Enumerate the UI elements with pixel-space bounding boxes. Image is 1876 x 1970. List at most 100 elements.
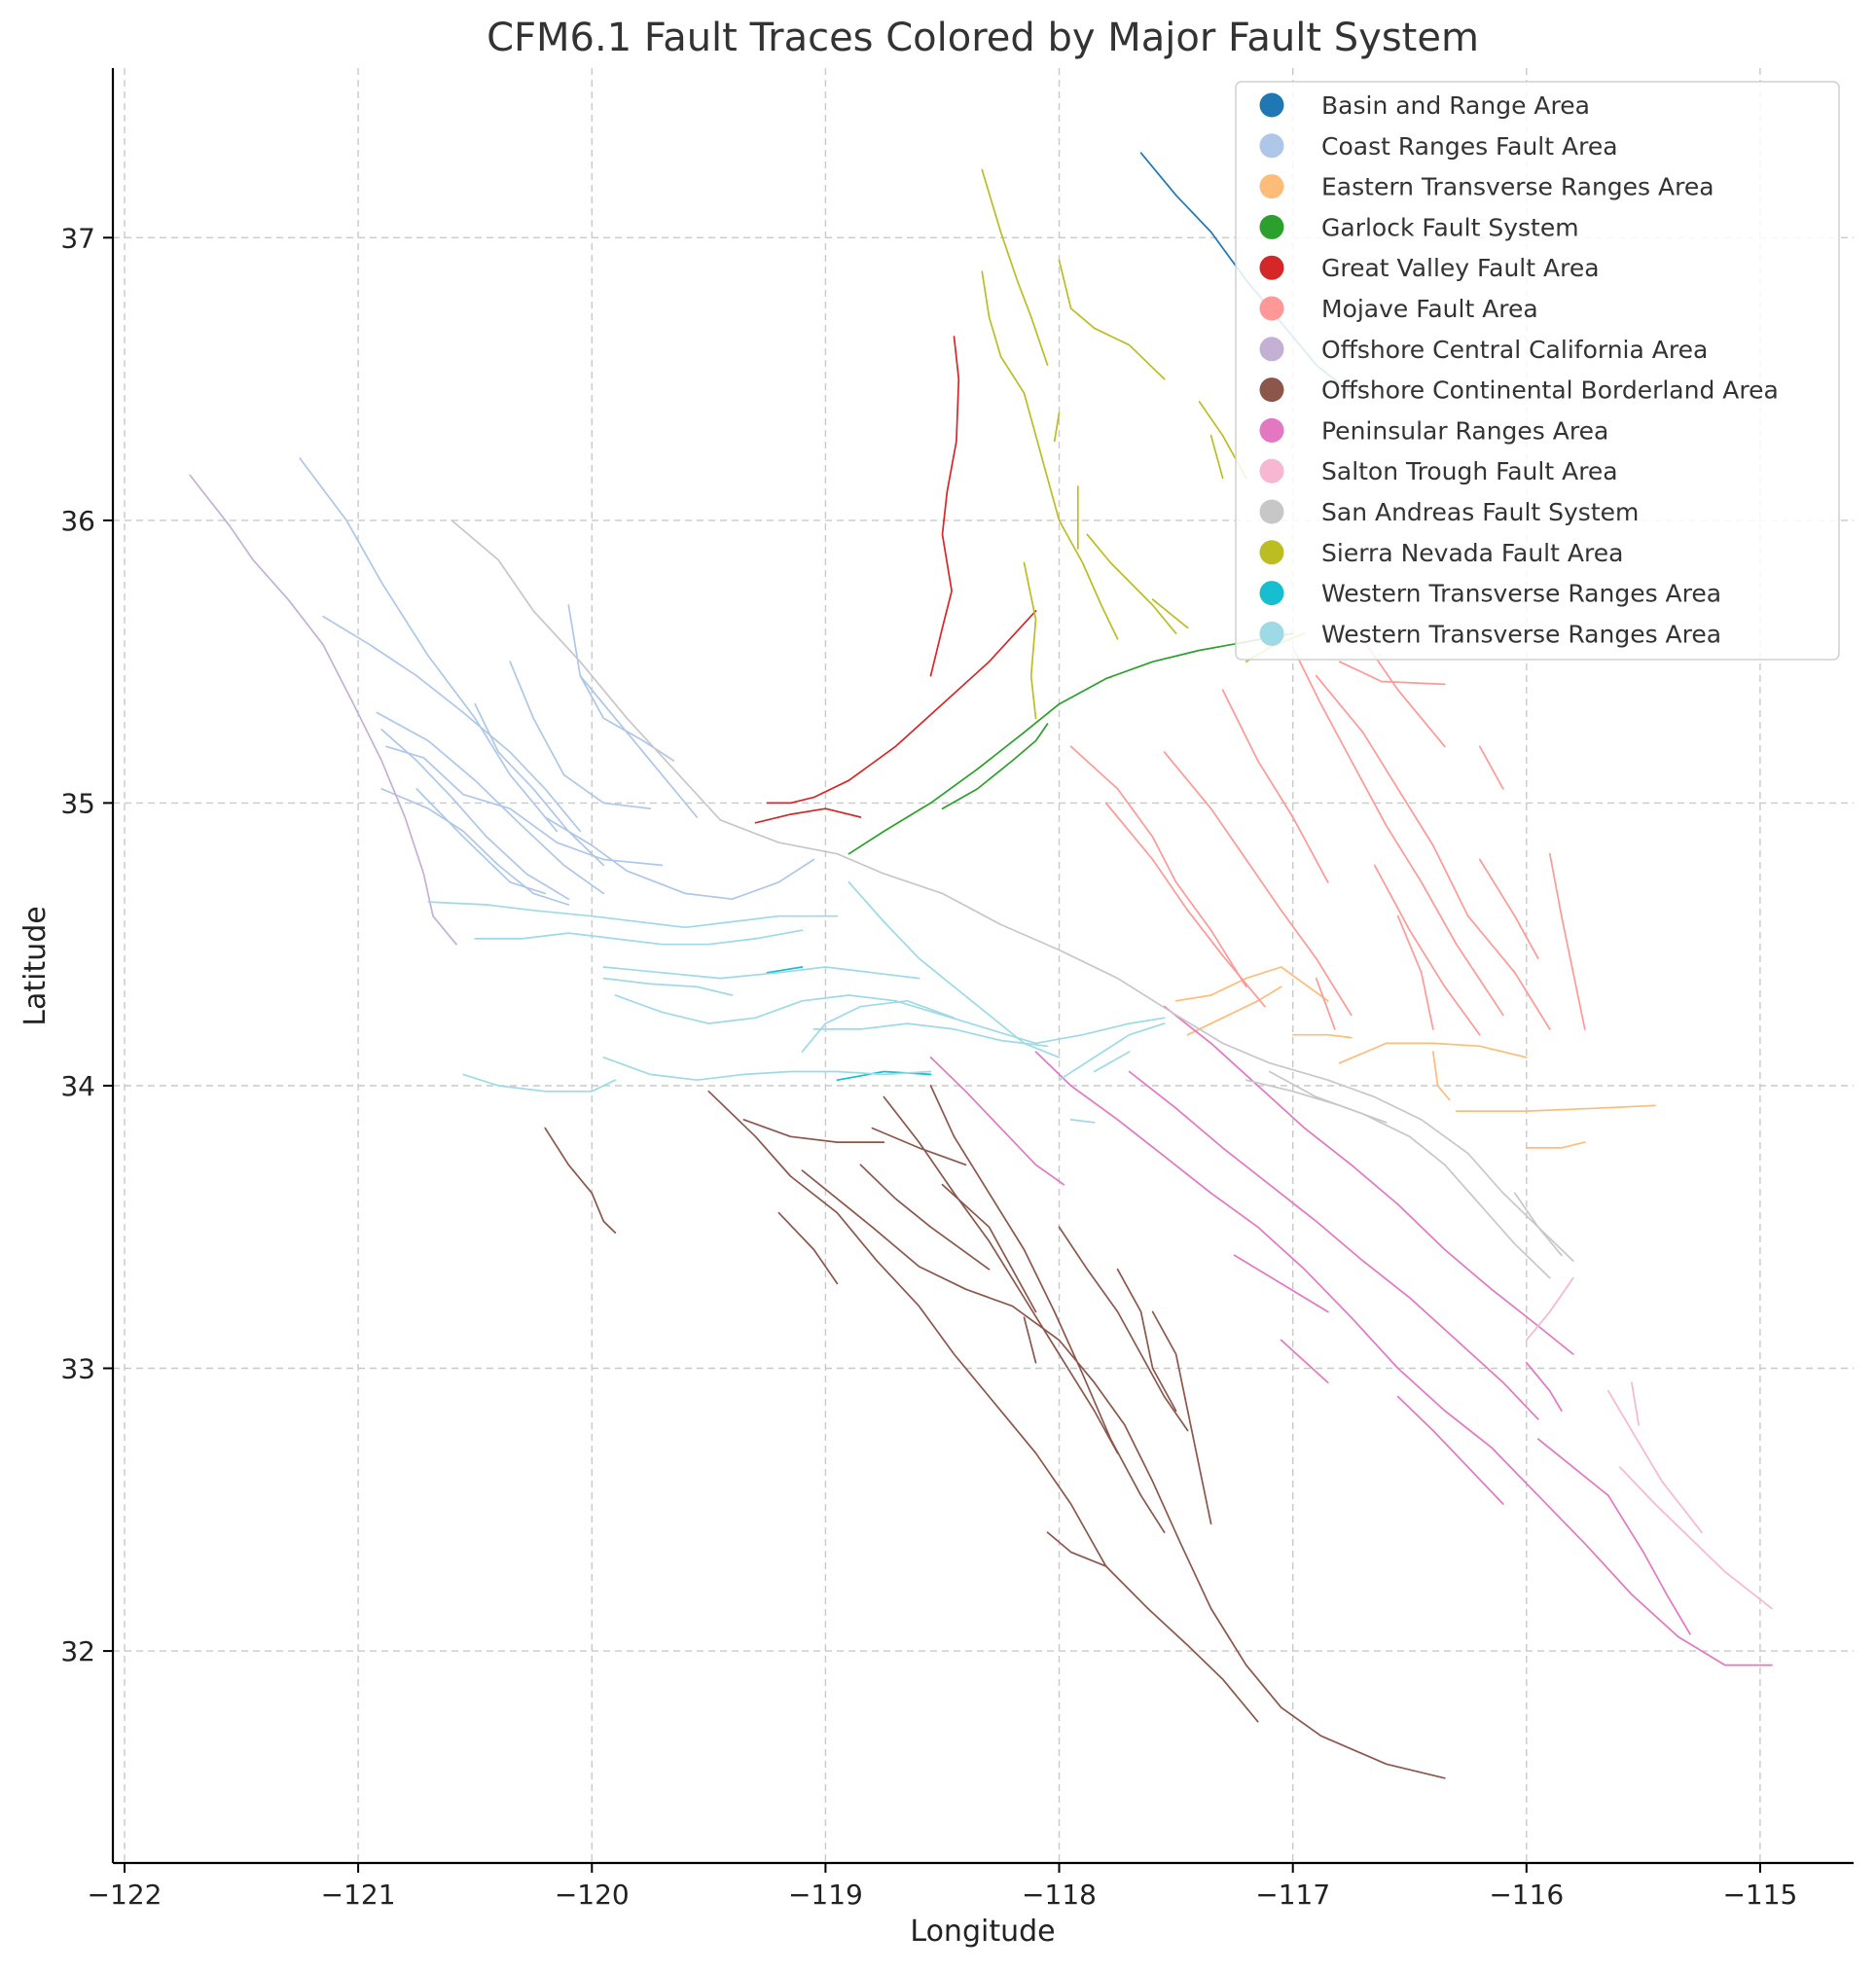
chart-title: CFM6.1 Fault Traces Colored by Major Fau… — [487, 16, 1479, 60]
fault-trace — [1338, 1042, 1528, 1064]
fault-trace — [1525, 1361, 1563, 1412]
fault-trace — [1053, 412, 1061, 443]
fault-trace — [1619, 1466, 1773, 1610]
series-group — [451, 519, 1574, 1279]
fault-trace — [474, 929, 804, 946]
fault-trace — [929, 1057, 1065, 1186]
x-axis-label: Longitude — [910, 1915, 1055, 1949]
legend-label: Offshore Central California Area — [1321, 336, 1708, 364]
fault-trace — [777, 1211, 839, 1285]
fault-trace — [1116, 1268, 1177, 1412]
tick-layer: −122 −121 −120 −119 −118 −117 −116 −115 32 33 34 35… — [60, 222, 1797, 1911]
y-tick-label: 35 — [60, 787, 95, 819]
fault-trace — [602, 966, 920, 980]
fault-trace — [1291, 646, 1504, 1017]
fault-trace — [1221, 689, 1329, 883]
fault-trace — [1548, 852, 1586, 1030]
legend-label: Eastern Transverse Ranges Area — [1321, 173, 1714, 201]
legend-label: Peninsular Ranges Area — [1321, 416, 1608, 445]
fault-trace — [614, 994, 1166, 1045]
fault-trace — [766, 610, 1037, 805]
fault-trace — [1315, 977, 1336, 1030]
fault-trace — [376, 711, 605, 895]
fault-trace — [415, 788, 547, 895]
fault-trace — [941, 723, 1049, 810]
series-group — [544, 1085, 1446, 1779]
fault-trace — [1315, 674, 1551, 1030]
fault-trace — [1245, 1079, 1388, 1124]
fault-trace — [1069, 745, 1247, 988]
legend-box — [1235, 81, 1840, 661]
fault-trace — [1478, 858, 1539, 960]
fault-trace — [1058, 259, 1166, 380]
fault-trace — [859, 1164, 991, 1271]
fault-trace — [871, 1127, 967, 1166]
fault-trace — [322, 615, 582, 833]
fault-trace — [1233, 1254, 1329, 1313]
fault-trace — [189, 474, 457, 946]
legend-marker — [1259, 214, 1284, 239]
plot-traces — [189, 152, 1773, 1779]
y-tick-label: 36 — [60, 505, 95, 537]
fault-trace — [1163, 751, 1353, 1017]
fault-trace — [544, 816, 815, 901]
fault-trace — [1093, 1051, 1131, 1073]
series-group — [189, 474, 457, 946]
fault-trace — [707, 1090, 1259, 1723]
fault-trace — [754, 807, 862, 824]
fault-trace — [380, 788, 570, 906]
fault-trace — [981, 270, 1119, 640]
fault-trace — [1513, 1192, 1563, 1257]
legend-label: Coast Ranges Fault Area — [1321, 132, 1618, 161]
fault-trace — [941, 1183, 1037, 1313]
fault-trace — [602, 1057, 932, 1082]
fault-trace — [299, 457, 559, 833]
fault-trace — [1280, 1339, 1329, 1383]
fault-trace — [1268, 1070, 1551, 1279]
series-group — [1174, 966, 1656, 1149]
y-tick-label: 37 — [60, 222, 95, 254]
fault-trace — [1174, 966, 1329, 1002]
fault-trace — [836, 1070, 932, 1082]
series-group — [427, 880, 1166, 1124]
axes — [111, 68, 1854, 1865]
legend-label: San Andreas Fault System — [1321, 498, 1639, 526]
legend-marker — [1259, 417, 1284, 443]
series-group — [1069, 638, 1586, 1036]
y-tick-label: 33 — [60, 1353, 95, 1385]
legend-marker — [1259, 174, 1284, 199]
fault-trace — [981, 168, 1049, 366]
x-tick-label: −115 — [1722, 1879, 1797, 1911]
legend-marker — [1259, 499, 1284, 524]
x-tick-label: −121 — [321, 1879, 396, 1911]
fault-trace — [1046, 1531, 1107, 1567]
fault-trace — [1396, 914, 1434, 1030]
series-group — [1525, 1276, 1773, 1610]
legend-marker — [1259, 337, 1284, 362]
fault-trace — [1058, 1022, 1166, 1082]
series-group — [766, 966, 932, 1082]
legend-marker — [1259, 133, 1284, 159]
fault-trace — [1163, 1005, 1574, 1355]
fault-trace — [474, 702, 605, 867]
fault-trace — [1536, 1438, 1691, 1635]
fault-trace — [1058, 1226, 1189, 1432]
fault-trace — [1023, 561, 1037, 720]
legend-marker — [1259, 296, 1284, 321]
x-tick-label: −119 — [788, 1879, 863, 1911]
fault-trace — [801, 999, 956, 1053]
fault-trace — [848, 632, 1294, 855]
fault-trace — [1209, 434, 1224, 480]
legend-label: Basin and Range Area — [1321, 91, 1590, 120]
fault-trace — [1478, 745, 1504, 790]
x-tick-label: −116 — [1489, 1879, 1564, 1911]
x-tick-label: −122 — [88, 1879, 162, 1911]
fault-trace — [929, 1085, 1166, 1533]
fault-trace — [509, 661, 652, 810]
y-axis-label: Latitude — [18, 906, 53, 1025]
x-tick-label: −117 — [1255, 1879, 1330, 1911]
fault-trace — [766, 966, 804, 974]
fault-trace — [385, 745, 664, 867]
series-group — [848, 632, 1294, 855]
